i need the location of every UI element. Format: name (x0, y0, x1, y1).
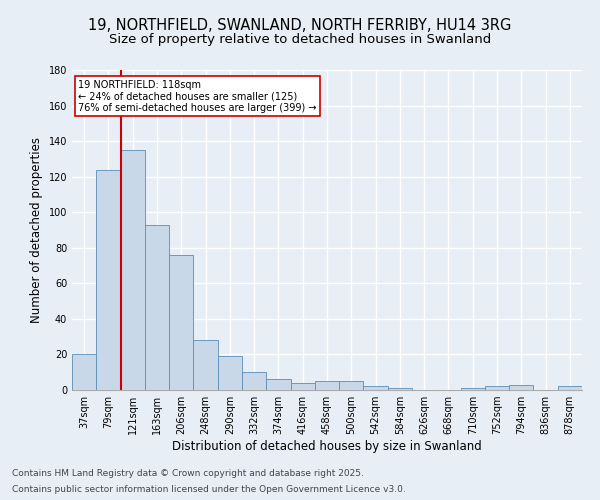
Bar (145, 224, 169, 390)
Bar (388, 388, 412, 390)
X-axis label: Distribution of detached houses by size in Swanland: Distribution of detached houses by size … (172, 440, 482, 453)
Bar (121, 150, 145, 390)
Bar (339, 381, 364, 390)
Bar (461, 388, 485, 390)
Text: Contains public sector information licensed under the Open Government Licence v3: Contains public sector information licen… (12, 485, 406, 494)
Bar (315, 381, 339, 390)
Bar (558, 386, 582, 390)
Bar (364, 386, 388, 390)
Bar (193, 340, 218, 390)
Bar (218, 356, 242, 390)
Text: Size of property relative to detached houses in Swanland: Size of property relative to detached ho… (109, 33, 491, 46)
Bar (509, 384, 533, 390)
Text: 19 NORTHFIELD: 118sqm
← 24% of detached houses are smaller (125)
76% of semi-det: 19 NORTHFIELD: 118sqm ← 24% of detached … (78, 80, 317, 113)
Bar (169, 255, 193, 390)
Bar (266, 380, 290, 390)
Bar (72, 354, 96, 390)
Bar (485, 386, 509, 390)
Bar (290, 383, 315, 390)
Text: Contains HM Land Registry data © Crown copyright and database right 2025.: Contains HM Land Registry data © Crown c… (12, 468, 364, 477)
Bar (242, 372, 266, 390)
Text: 19, NORTHFIELD, SWANLAND, NORTH FERRIBY, HU14 3RG: 19, NORTHFIELD, SWANLAND, NORTH FERRIBY,… (88, 18, 512, 32)
Bar (96, 170, 121, 390)
Y-axis label: Number of detached properties: Number of detached properties (30, 137, 43, 323)
